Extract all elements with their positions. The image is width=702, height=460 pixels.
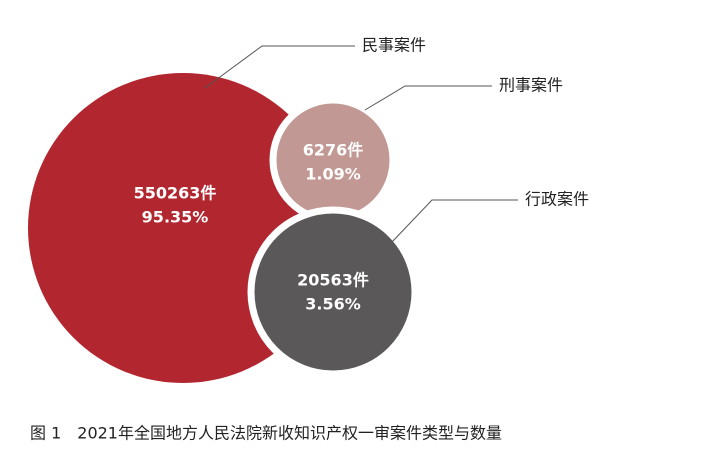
chart-title: 图 1 2021年全国地方人民法院新收知识产权一审案件类型与数量 [30, 424, 502, 443]
bubble [269, 96, 397, 224]
leader-line [364, 85, 492, 111]
bubble [247, 206, 419, 378]
share-label: 3.56% [305, 295, 361, 314]
value-label: 20563件 [297, 271, 369, 290]
leader-line [204, 45, 355, 89]
value-label: 550263件 [134, 184, 217, 203]
leader-line [391, 199, 518, 243]
category-label: 民事案件 [362, 36, 426, 55]
category-label: 行政案件 [525, 190, 589, 209]
category-label: 刑事案件 [499, 76, 563, 95]
value-label: 6276件 [303, 141, 364, 160]
share-label: 95.35% [142, 208, 209, 227]
share-label: 1.09% [305, 165, 361, 184]
